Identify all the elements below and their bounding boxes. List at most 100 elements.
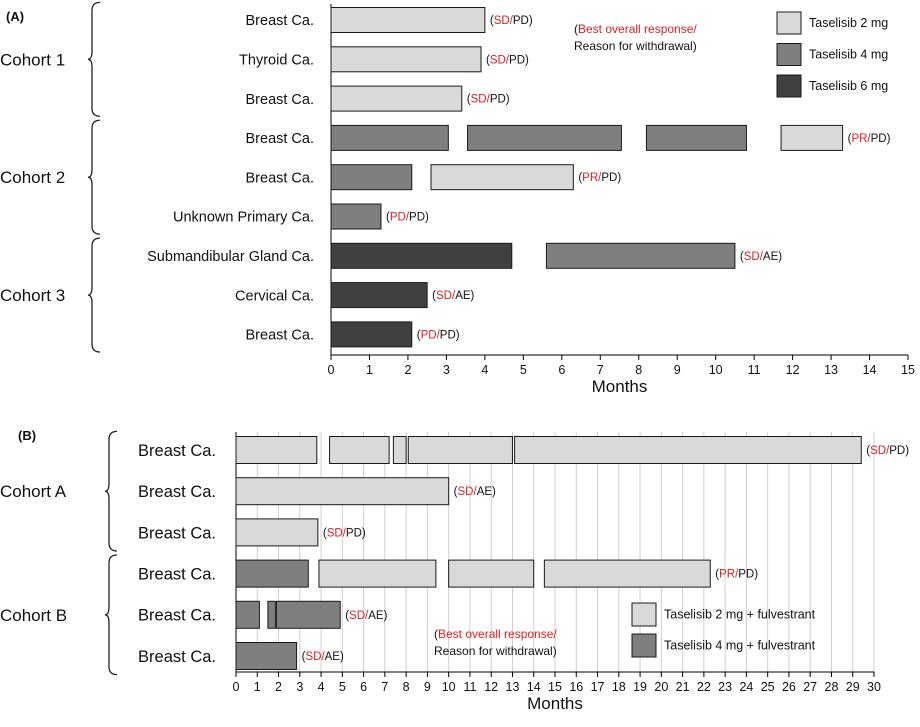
duration-bar xyxy=(235,600,260,629)
x-tick-label: 9 xyxy=(674,363,681,377)
row-label: Breast Ca. xyxy=(138,524,216,542)
x-tick-label: 14 xyxy=(863,363,877,377)
cohort-brace xyxy=(87,1,101,117)
x-tick-label: 1 xyxy=(254,680,261,694)
x-axis-title: Months xyxy=(527,694,583,713)
x-tick-label: 18 xyxy=(612,680,626,694)
x-tick-label: 13 xyxy=(824,363,838,377)
panel-a-label: (A) xyxy=(6,9,24,24)
duration-bar xyxy=(330,321,413,348)
x-tick-label: 22 xyxy=(697,680,711,694)
x-tick-label: 6 xyxy=(558,363,565,377)
x-tick-label: 3 xyxy=(296,680,303,694)
row-label: Breast Ca. xyxy=(246,131,315,147)
duration-bar xyxy=(235,559,309,588)
cohort-label: Cohort 2 xyxy=(0,168,65,187)
legend-swatch xyxy=(776,43,802,66)
legend-label: Taselisib 4 mg xyxy=(809,48,888,62)
x-tick-label: 11 xyxy=(748,363,761,377)
x-tick-label: 11 xyxy=(463,680,476,694)
duration-bar xyxy=(645,124,747,151)
duration-bar xyxy=(275,600,341,629)
response-label: (PR/PD) xyxy=(715,569,758,581)
x-tick-label: 0 xyxy=(233,680,240,694)
row-label: Breast Ca. xyxy=(138,566,216,584)
response-label: (SD/AE) xyxy=(454,486,496,498)
x-tick-label: 8 xyxy=(403,680,410,694)
cohort-label: Cohort 1 xyxy=(0,50,65,69)
legend-label: Taselisib 2 mg + fulvestrant xyxy=(664,608,816,622)
x-tick-label: 29 xyxy=(846,680,860,694)
duration-bar xyxy=(543,559,711,588)
duration-bar xyxy=(330,46,482,73)
annotation-line2: Reason for withdrawal) xyxy=(434,644,557,658)
x-tick-label: 4 xyxy=(481,363,488,377)
row-label: Breast Ca. xyxy=(246,92,315,108)
duration-bar xyxy=(330,164,413,191)
panel-b-chart: 0 1 2 3 4 5 6 7 8 9 10 11 12 13 14 15 16 17 18 19 20 21 22 23 24… xyxy=(0,430,909,713)
cohort-label: Cohort 3 xyxy=(0,286,65,305)
legend-label: Taselisib 4 mg + fulvestrant xyxy=(664,639,816,653)
row-label: Breast Ca. xyxy=(138,648,216,666)
x-tick-label: 9 xyxy=(424,680,431,694)
duration-bar xyxy=(330,282,428,309)
x-axis-title: Months xyxy=(592,377,648,396)
response-label: (SD/AE) xyxy=(302,651,344,663)
x-tick-label: 30 xyxy=(867,680,881,694)
row-label: Breast Ca. xyxy=(138,607,216,625)
annotation-line2: Reason for withdrawal) xyxy=(574,39,697,53)
annotation-line1: (Best overall response/ xyxy=(434,627,557,641)
response-label: (PR/PD) xyxy=(848,133,891,145)
cohort-brace xyxy=(87,237,101,353)
response-label: (SD/PD) xyxy=(490,15,533,27)
x-tick-label: 4 xyxy=(318,680,325,694)
row-label: Cervical Ca. xyxy=(235,288,314,304)
legend-swatch xyxy=(631,602,657,627)
duration-bar xyxy=(330,203,382,230)
x-tick-label: 1 xyxy=(366,363,373,377)
duration-bar xyxy=(545,242,736,269)
x-tick-label: 0 xyxy=(328,363,335,377)
row-label: Unknown Primary Ca. xyxy=(173,210,314,226)
response-label: (SD/PD) xyxy=(486,54,529,66)
response-label: (PR/PD) xyxy=(578,172,621,184)
x-tick-label: 2 xyxy=(275,680,282,694)
response-label: (SD/PD) xyxy=(323,527,366,539)
x-tick-label: 6 xyxy=(360,680,367,694)
row-label: Breast Ca. xyxy=(246,13,315,29)
duration-bar xyxy=(235,642,298,670)
cohort-brace xyxy=(87,119,101,235)
x-tick-label: 10 xyxy=(709,363,723,377)
duration-bar xyxy=(407,436,513,464)
x-tick-label: 5 xyxy=(520,363,527,377)
legend-label: Taselisib 2 mg xyxy=(809,16,888,30)
x-tick-label: 26 xyxy=(782,680,796,694)
duration-bar xyxy=(780,124,844,151)
panel-b-label: (B) xyxy=(18,428,36,443)
x-tick-label: 13 xyxy=(506,680,520,694)
x-tick-label: 7 xyxy=(597,363,604,377)
row-label: Submandibular Gland Ca. xyxy=(147,249,314,265)
response-label: (SD/AE) xyxy=(345,610,387,622)
x-tick-label: 28 xyxy=(825,680,839,694)
x-tick-label: 15 xyxy=(548,680,562,694)
annotation-line1: (Best overall response/ xyxy=(574,22,697,36)
x-tick-label: 27 xyxy=(803,680,817,694)
response-label: (SD/PD) xyxy=(866,445,909,457)
duration-bar xyxy=(329,436,390,464)
duration-bar xyxy=(318,559,437,588)
legend-swatch xyxy=(776,74,802,98)
x-tick-label: 20 xyxy=(654,680,668,694)
duration-bar xyxy=(235,477,450,506)
duration-bar xyxy=(330,124,449,151)
cohort-label: Cohort A xyxy=(0,482,67,501)
row-label: Breast Ca. xyxy=(246,328,315,344)
x-tick-label: 7 xyxy=(381,680,388,694)
x-tick-label: 5 xyxy=(339,680,346,694)
row-label: Breast Ca. xyxy=(138,483,216,501)
x-tick-label: 25 xyxy=(761,680,775,694)
duration-bar xyxy=(514,436,862,464)
duration-bar xyxy=(330,7,486,33)
